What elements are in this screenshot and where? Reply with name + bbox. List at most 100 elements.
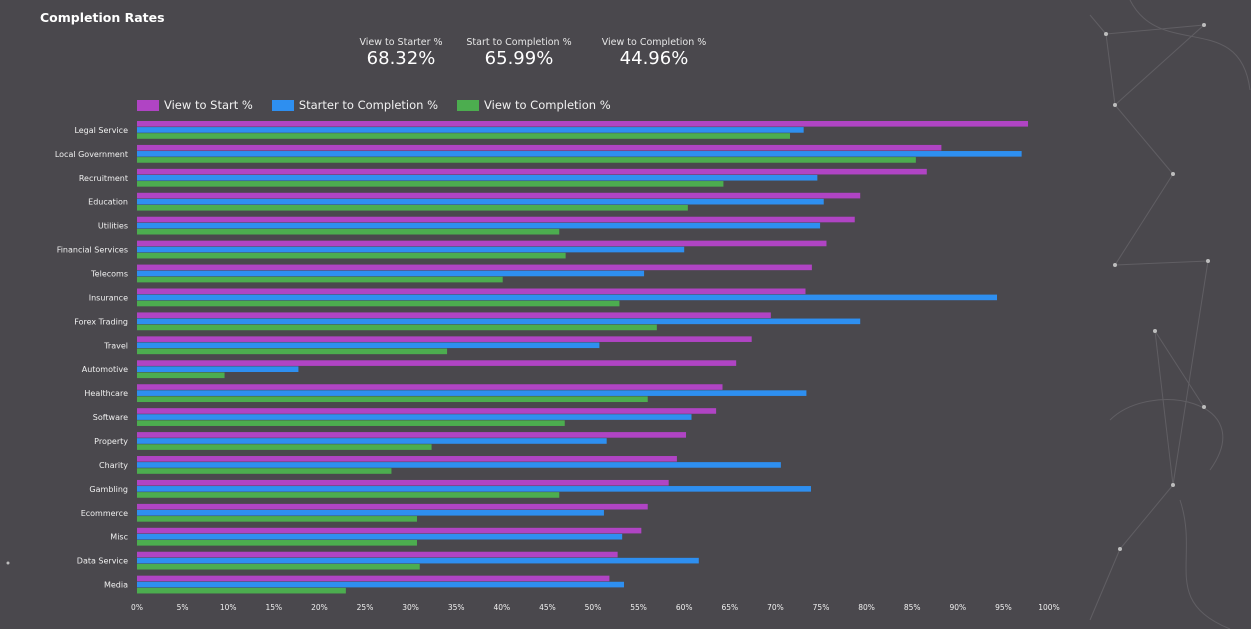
bar-view-to-completion[interactable]	[137, 157, 916, 163]
legend-label: View to Start %	[164, 98, 253, 112]
x-tick-label: 90%	[949, 603, 966, 612]
bar-view-to-start[interactable]	[137, 216, 855, 223]
bar-view-to-completion[interactable]	[137, 444, 432, 450]
bar-view-to-start[interactable]	[137, 192, 861, 199]
bar-view-to-completion[interactable]	[137, 372, 225, 379]
x-tick-label: 10%	[220, 603, 237, 612]
category-label: Telecoms	[90, 269, 128, 278]
bar-starter-to-completion[interactable]	[137, 127, 804, 133]
bar-view-to-start[interactable]	[137, 288, 806, 295]
bar-view-to-completion[interactable]	[137, 492, 560, 498]
bar-starter-to-completion[interactable]	[137, 174, 818, 181]
legend-label: Starter to Completion %	[298, 98, 439, 112]
bar-view-to-completion[interactable]	[137, 181, 724, 187]
bar-view-to-start[interactable]	[137, 527, 642, 534]
bar-starter-to-completion[interactable]	[137, 318, 861, 325]
legend-item-view-to-completion[interactable]: View to Completion %	[457, 98, 611, 112]
x-tick-label: 75%	[813, 603, 830, 612]
x-tick-label: 95%	[995, 603, 1012, 612]
legend-item-starter-to-completion[interactable]: Starter to Completion %	[271, 98, 439, 112]
bar-starter-to-completion[interactable]	[137, 438, 607, 444]
bar-starter-to-completion[interactable]	[137, 246, 685, 253]
bar-view-to-completion[interactable]	[137, 420, 565, 426]
bar-starter-to-completion[interactable]	[137, 222, 821, 229]
bar-view-to-start[interactable]	[137, 432, 687, 438]
category-label: Misc	[110, 533, 128, 542]
bar-starter-to-completion[interactable]	[137, 486, 811, 492]
bar-view-to-start[interactable]	[137, 121, 1029, 127]
bar-view-to-start[interactable]	[137, 312, 771, 319]
bar-view-to-start[interactable]	[137, 503, 648, 510]
bar-view-to-completion[interactable]	[137, 228, 560, 235]
bar-starter-to-completion[interactable]	[137, 342, 600, 349]
bar-view-to-start[interactable]	[137, 575, 610, 582]
bar-view-to-completion[interactable]	[137, 252, 566, 259]
category-label: Data Service	[77, 557, 128, 566]
bar-view-to-completion[interactable]	[137, 300, 620, 307]
bar-starter-to-completion[interactable]	[137, 366, 299, 372]
bar-view-to-start[interactable]	[137, 384, 723, 390]
kpi-view-to-completion: View to Completion % 44.96%	[597, 37, 711, 70]
x-tick-label: 60%	[676, 603, 693, 612]
bar-view-to-start[interactable]	[137, 336, 752, 342]
bar-view-to-completion[interactable]	[137, 540, 417, 546]
bar-view-to-start[interactable]	[137, 240, 827, 247]
bar-starter-to-completion[interactable]	[137, 390, 807, 396]
bar-view-to-start[interactable]	[137, 168, 927, 175]
bar-view-to-start[interactable]	[137, 408, 717, 414]
x-tick-label: 20%	[311, 603, 328, 612]
category-label: Ecommerce	[81, 509, 128, 518]
bar-starter-to-completion[interactable]	[137, 509, 604, 516]
bar-starter-to-completion[interactable]	[137, 414, 692, 420]
bar-view-to-completion[interactable]	[137, 587, 346, 594]
x-tick-label: 45%	[539, 603, 556, 612]
bar-view-to-completion[interactable]	[137, 348, 448, 355]
legend-label: View to Completion %	[484, 98, 611, 112]
bar-starter-to-completion[interactable]	[137, 151, 1022, 157]
x-tick-label: 80%	[858, 603, 875, 612]
x-tick-label: 15%	[265, 603, 282, 612]
legend-item-view-to-start[interactable]: View to Start %	[137, 98, 253, 112]
bar-view-to-completion[interactable]	[137, 204, 688, 211]
legend-swatch	[457, 99, 480, 111]
kpi-label: View to Completion %	[601, 37, 707, 48]
bar-starter-to-completion[interactable]	[137, 581, 625, 588]
bar-starter-to-completion[interactable]	[137, 462, 781, 468]
bar-starter-to-completion[interactable]	[137, 270, 645, 277]
bar-view-to-start[interactable]	[137, 551, 618, 558]
category-label: Healthcare	[84, 389, 128, 398]
bar-starter-to-completion[interactable]	[137, 294, 998, 301]
bar-view-to-completion[interactable]	[137, 468, 392, 474]
bar-starter-to-completion[interactable]	[137, 198, 824, 205]
category-label: Financial Services	[57, 246, 128, 255]
bar-view-to-start[interactable]	[137, 360, 737, 366]
bar-view-to-completion[interactable]	[137, 396, 648, 403]
bar-view-to-completion[interactable]	[137, 324, 657, 331]
category-label: Recruitment	[79, 174, 128, 183]
bar-view-to-start[interactable]	[137, 479, 669, 486]
bar-view-to-completion[interactable]	[137, 133, 790, 139]
bar-view-to-start[interactable]	[137, 144, 942, 151]
x-tick-label: 50%	[585, 603, 602, 612]
bar-view-to-start[interactable]	[137, 456, 677, 462]
category-label: Automotive	[82, 365, 128, 374]
kpi-value: 44.96%	[619, 48, 689, 69]
kpi-label: View to Starter %	[359, 37, 443, 48]
bar-view-to-completion[interactable]	[137, 563, 420, 570]
kpi-start-to-completion: Start to Completion % 65.99%	[462, 37, 576, 70]
bar-starter-to-completion[interactable]	[137, 533, 623, 540]
bar-view-to-start[interactable]	[137, 264, 812, 271]
bar-view-to-completion[interactable]	[137, 276, 503, 283]
x-tick-label: 0%	[131, 603, 143, 612]
x-tick-label: 65%	[721, 603, 738, 612]
x-tick-label: 35%	[448, 603, 465, 612]
x-tick-label: 25%	[357, 603, 374, 612]
x-tick-label: 30%	[402, 603, 419, 612]
x-tick-label: 85%	[904, 603, 921, 612]
category-label: Property	[94, 437, 128, 446]
bar-view-to-completion[interactable]	[137, 516, 417, 522]
kpi-label: Start to Completion %	[466, 37, 572, 48]
bar-starter-to-completion[interactable]	[137, 557, 699, 564]
category-label: Education	[88, 198, 128, 207]
category-label: Software	[93, 413, 128, 422]
